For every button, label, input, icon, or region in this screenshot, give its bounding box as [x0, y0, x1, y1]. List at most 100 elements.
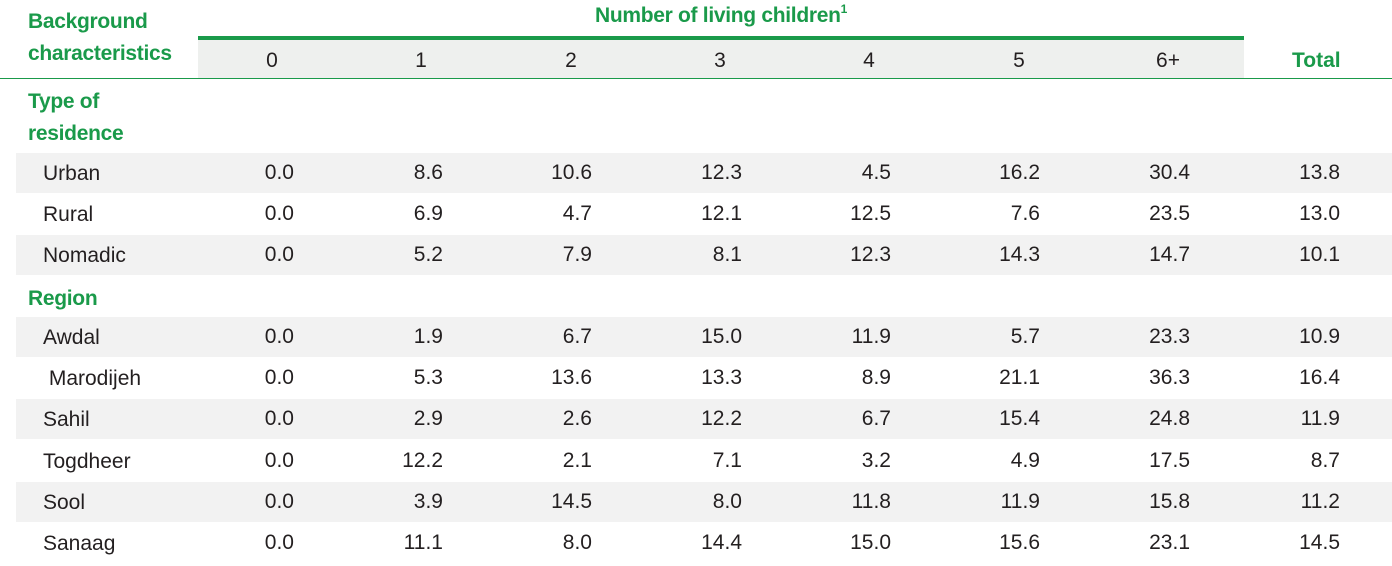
cell-value: 12.1: [701, 202, 742, 226]
row-label: Sool: [43, 490, 86, 514]
background-characteristics-header: Background characteristics: [28, 6, 172, 70]
table-row: Marodijeh 0.0 5.3 13.6 13.3 8.9 21.1 36.3 16.4: [16, 358, 1392, 398]
cell-value: 6.9: [413, 202, 443, 226]
cell-total: 13.0: [1299, 202, 1340, 226]
header-bottom-rule: [0, 78, 1392, 79]
cell-value: 1.9: [413, 325, 443, 348]
cell-total: 10.9: [1299, 325, 1340, 348]
cell-value: 8.9: [861, 366, 891, 390]
cell-value: 0.0: [264, 489, 294, 513]
cell-value: 7.1: [712, 448, 742, 472]
cell-value: 6.7: [861, 407, 891, 431]
row-label: Nomadic: [43, 244, 126, 268]
cell-value: 11.1: [403, 531, 443, 554]
row-label: Urban: [43, 162, 101, 185]
cell-value: 15.4: [999, 407, 1040, 431]
cell-value: 7.6: [1010, 202, 1040, 226]
cell-value: 4.5: [861, 161, 891, 184]
column-header-band: [198, 40, 1244, 78]
cell-value: 14.7: [1149, 243, 1190, 267]
cell-value: 0.0: [264, 448, 294, 472]
cell-value: 24.8: [1149, 407, 1190, 431]
cell-total: 11.9: [1300, 407, 1340, 431]
cell-value: 0.0: [264, 325, 294, 348]
cell-total: 16.4: [1299, 366, 1340, 390]
table-row: Sanaag 0.0 11.1 8.0 14.4 15.0 15.6 23.1 14.5: [16, 523, 1392, 563]
cell-value: 8.0: [712, 489, 742, 513]
cell-value: 8.6: [413, 161, 443, 184]
cell-value: 4.7: [562, 202, 592, 226]
cell-value: 30.4: [1149, 161, 1190, 184]
table-row: Nomadic 0.0 5.2 7.9 8.1 12.3 14.3 14.7 10.1: [16, 235, 1392, 276]
cell-value: 11.8: [851, 489, 891, 513]
cell-value: 12.5: [850, 202, 891, 226]
cell-value: 3.9: [413, 489, 443, 513]
cell-value: 8.1: [712, 243, 742, 267]
cell-value: 23.5: [1149, 202, 1190, 226]
cell-total: 14.5: [1299, 531, 1340, 554]
number-of-living-children-header: Number of living children1: [198, 2, 1244, 28]
cell-value: 11.9: [851, 325, 891, 348]
cell-value: 23.1: [1149, 531, 1190, 554]
cell-value: 12.3: [701, 161, 742, 184]
column-header-5: 5: [1013, 49, 1025, 72]
cell-total: 10.1: [1299, 243, 1340, 267]
cell-value: 16.2: [999, 161, 1040, 184]
cell-value: 2.1: [562, 448, 592, 472]
header-title: Number of living children: [594, 4, 841, 27]
cell-value: 12.3: [850, 243, 891, 267]
column-header-6plus: 6+: [1156, 49, 1180, 72]
cell-value: 5.7: [1010, 325, 1040, 348]
cell-value: 15.8: [1149, 489, 1190, 513]
table-row: Sool 0.0 3.9 14.5 8.0 11.8 11.9 15.8 11.2: [16, 481, 1392, 522]
footnote-mark: 1: [840, 2, 848, 16]
cell-value: 12.2: [701, 407, 742, 431]
cell-total: 11.2: [1300, 489, 1340, 513]
cell-value: 0.0: [264, 161, 294, 184]
row-label: Marodijeh: [43, 367, 142, 391]
cell-value: 36.3: [1149, 366, 1190, 390]
cell-value: 0.0: [264, 366, 294, 390]
cell-value: 2.9: [413, 407, 443, 431]
cell-value: 10.6: [551, 161, 592, 184]
cell-value: 21.1: [999, 366, 1040, 390]
table-row: Awdal 0.0 1.9 6.7 15.0 11.9 5.7 23.3 10.9: [16, 317, 1392, 357]
cell-value: 2.6: [562, 407, 592, 431]
section-heading-line: residence: [28, 122, 124, 145]
section-heading: Type of residence: [28, 86, 124, 150]
cell-value: 15.0: [850, 531, 891, 554]
cell-value: 14.4: [701, 531, 742, 554]
row-label: Togdheer: [43, 449, 131, 473]
section-heading-line: Region: [28, 287, 98, 310]
cell-value: 12.2: [402, 448, 443, 472]
cell-total: 8.7: [1310, 448, 1340, 472]
cell-value: 15.6: [999, 531, 1040, 554]
cell-total: 13.8: [1299, 161, 1340, 184]
section-heading: Region: [28, 283, 98, 315]
cell-value: 5.3: [413, 366, 443, 390]
table-row: Togdheer 0.0 12.2 2.1 7.1 3.2 4.9 17.5 8.7: [16, 441, 1392, 481]
cell-value: 4.9: [1010, 448, 1040, 472]
cell-value: 13.3: [701, 366, 742, 390]
cell-value: 17.5: [1149, 448, 1190, 472]
cell-value: 3.2: [861, 448, 891, 472]
row-label: Rural: [43, 203, 94, 227]
row-label: Sahil: [43, 408, 90, 432]
row-label: Sanaag: [43, 532, 116, 555]
cell-value: 14.5: [551, 489, 592, 513]
section-heading-line: Type of: [28, 90, 100, 113]
cell-value: 23.3: [1149, 325, 1190, 348]
cell-value: 13.6: [551, 366, 592, 390]
cell-value: 7.9: [562, 243, 592, 267]
column-header-4: 4: [863, 49, 875, 72]
cell-value: 0.0: [264, 202, 294, 226]
cell-value: 0.0: [264, 531, 294, 554]
cell-value: 6.7: [562, 325, 592, 348]
table-row: Sahil 0.0 2.9 2.6 12.2 6.7 15.4 24.8 11.9: [16, 399, 1392, 440]
table-row: Rural 0.0 6.9 4.7 12.1 12.5 7.6 23.5 13.0: [16, 194, 1392, 234]
table-row: Urban 0.0 8.6 10.6 12.3 4.5 16.2 30.4 13.8: [16, 153, 1392, 193]
column-header-3: 3: [714, 49, 726, 72]
column-header-0: 0: [266, 49, 278, 72]
header-rule: [198, 36, 1244, 40]
column-header-2: 2: [565, 49, 577, 72]
